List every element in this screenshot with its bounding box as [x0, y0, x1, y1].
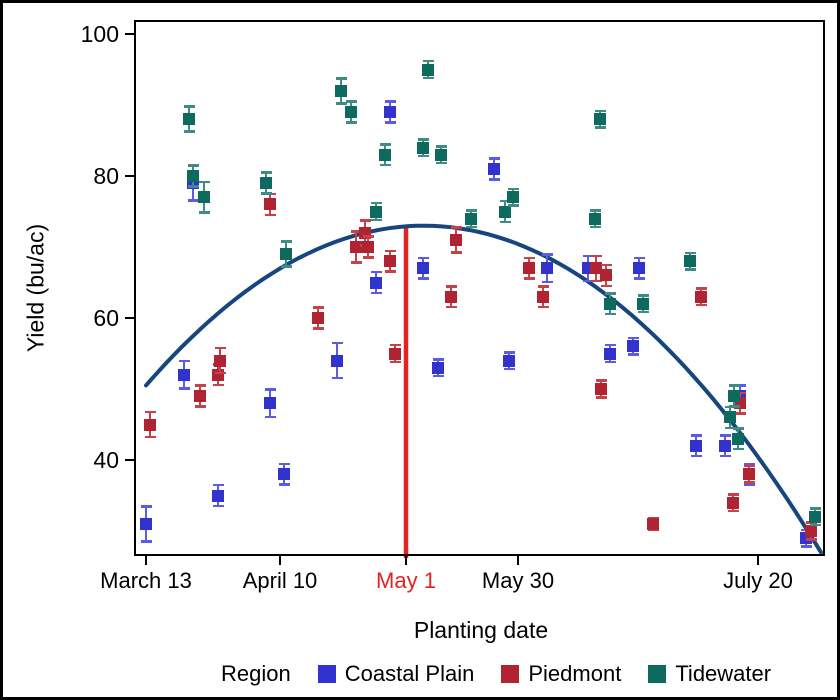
y-tick-label: 100	[80, 21, 119, 47]
y-tick-label: 80	[93, 163, 119, 189]
y-tick-mark	[125, 459, 134, 461]
legend-item-coastal-plain: Coastal Plain	[317, 661, 475, 687]
x-tick-label-july-20: July 20	[723, 568, 793, 593]
x-tick-label-may-1: May 1	[376, 568, 436, 593]
x-axis-title: Planting date	[413, 617, 549, 643]
legend-swatch-piedmont	[501, 665, 520, 683]
y-tick-label: 60	[93, 305, 119, 331]
legend-title: Region	[221, 661, 291, 686]
legend: Region Coastal Plain Piedmont Tidewater	[221, 661, 771, 687]
x-tick-label-march-13: March 13	[100, 568, 192, 593]
legend-item-tidewater: Tidewater	[648, 661, 771, 687]
x-tick-mark	[517, 556, 519, 565]
x-tick-mark	[145, 556, 147, 565]
y-tick-label: 40	[93, 447, 119, 473]
legend-item-piedmont: Piedmont	[501, 661, 621, 687]
y-tick-mark	[125, 175, 134, 177]
x-tick-mark	[757, 556, 759, 565]
legend-label: Piedmont	[528, 661, 622, 686]
x-tick-label-april-10: April 10	[242, 568, 318, 593]
y-tick-mark	[125, 33, 134, 35]
legend-swatch-coastal-plain	[317, 665, 336, 683]
legend-label: Tidewater	[675, 661, 772, 686]
legend-label: Coastal Plain	[344, 661, 475, 686]
plot-frame	[134, 20, 825, 556]
y-tick-mark	[125, 317, 134, 319]
legend-swatch-tidewater	[648, 665, 667, 683]
x-tick-mark	[405, 556, 407, 565]
y-axis-title: Yield (bu/ac)	[22, 223, 49, 353]
x-tick-label-may-30: May 30	[481, 568, 555, 593]
x-tick-mark	[279, 556, 281, 565]
